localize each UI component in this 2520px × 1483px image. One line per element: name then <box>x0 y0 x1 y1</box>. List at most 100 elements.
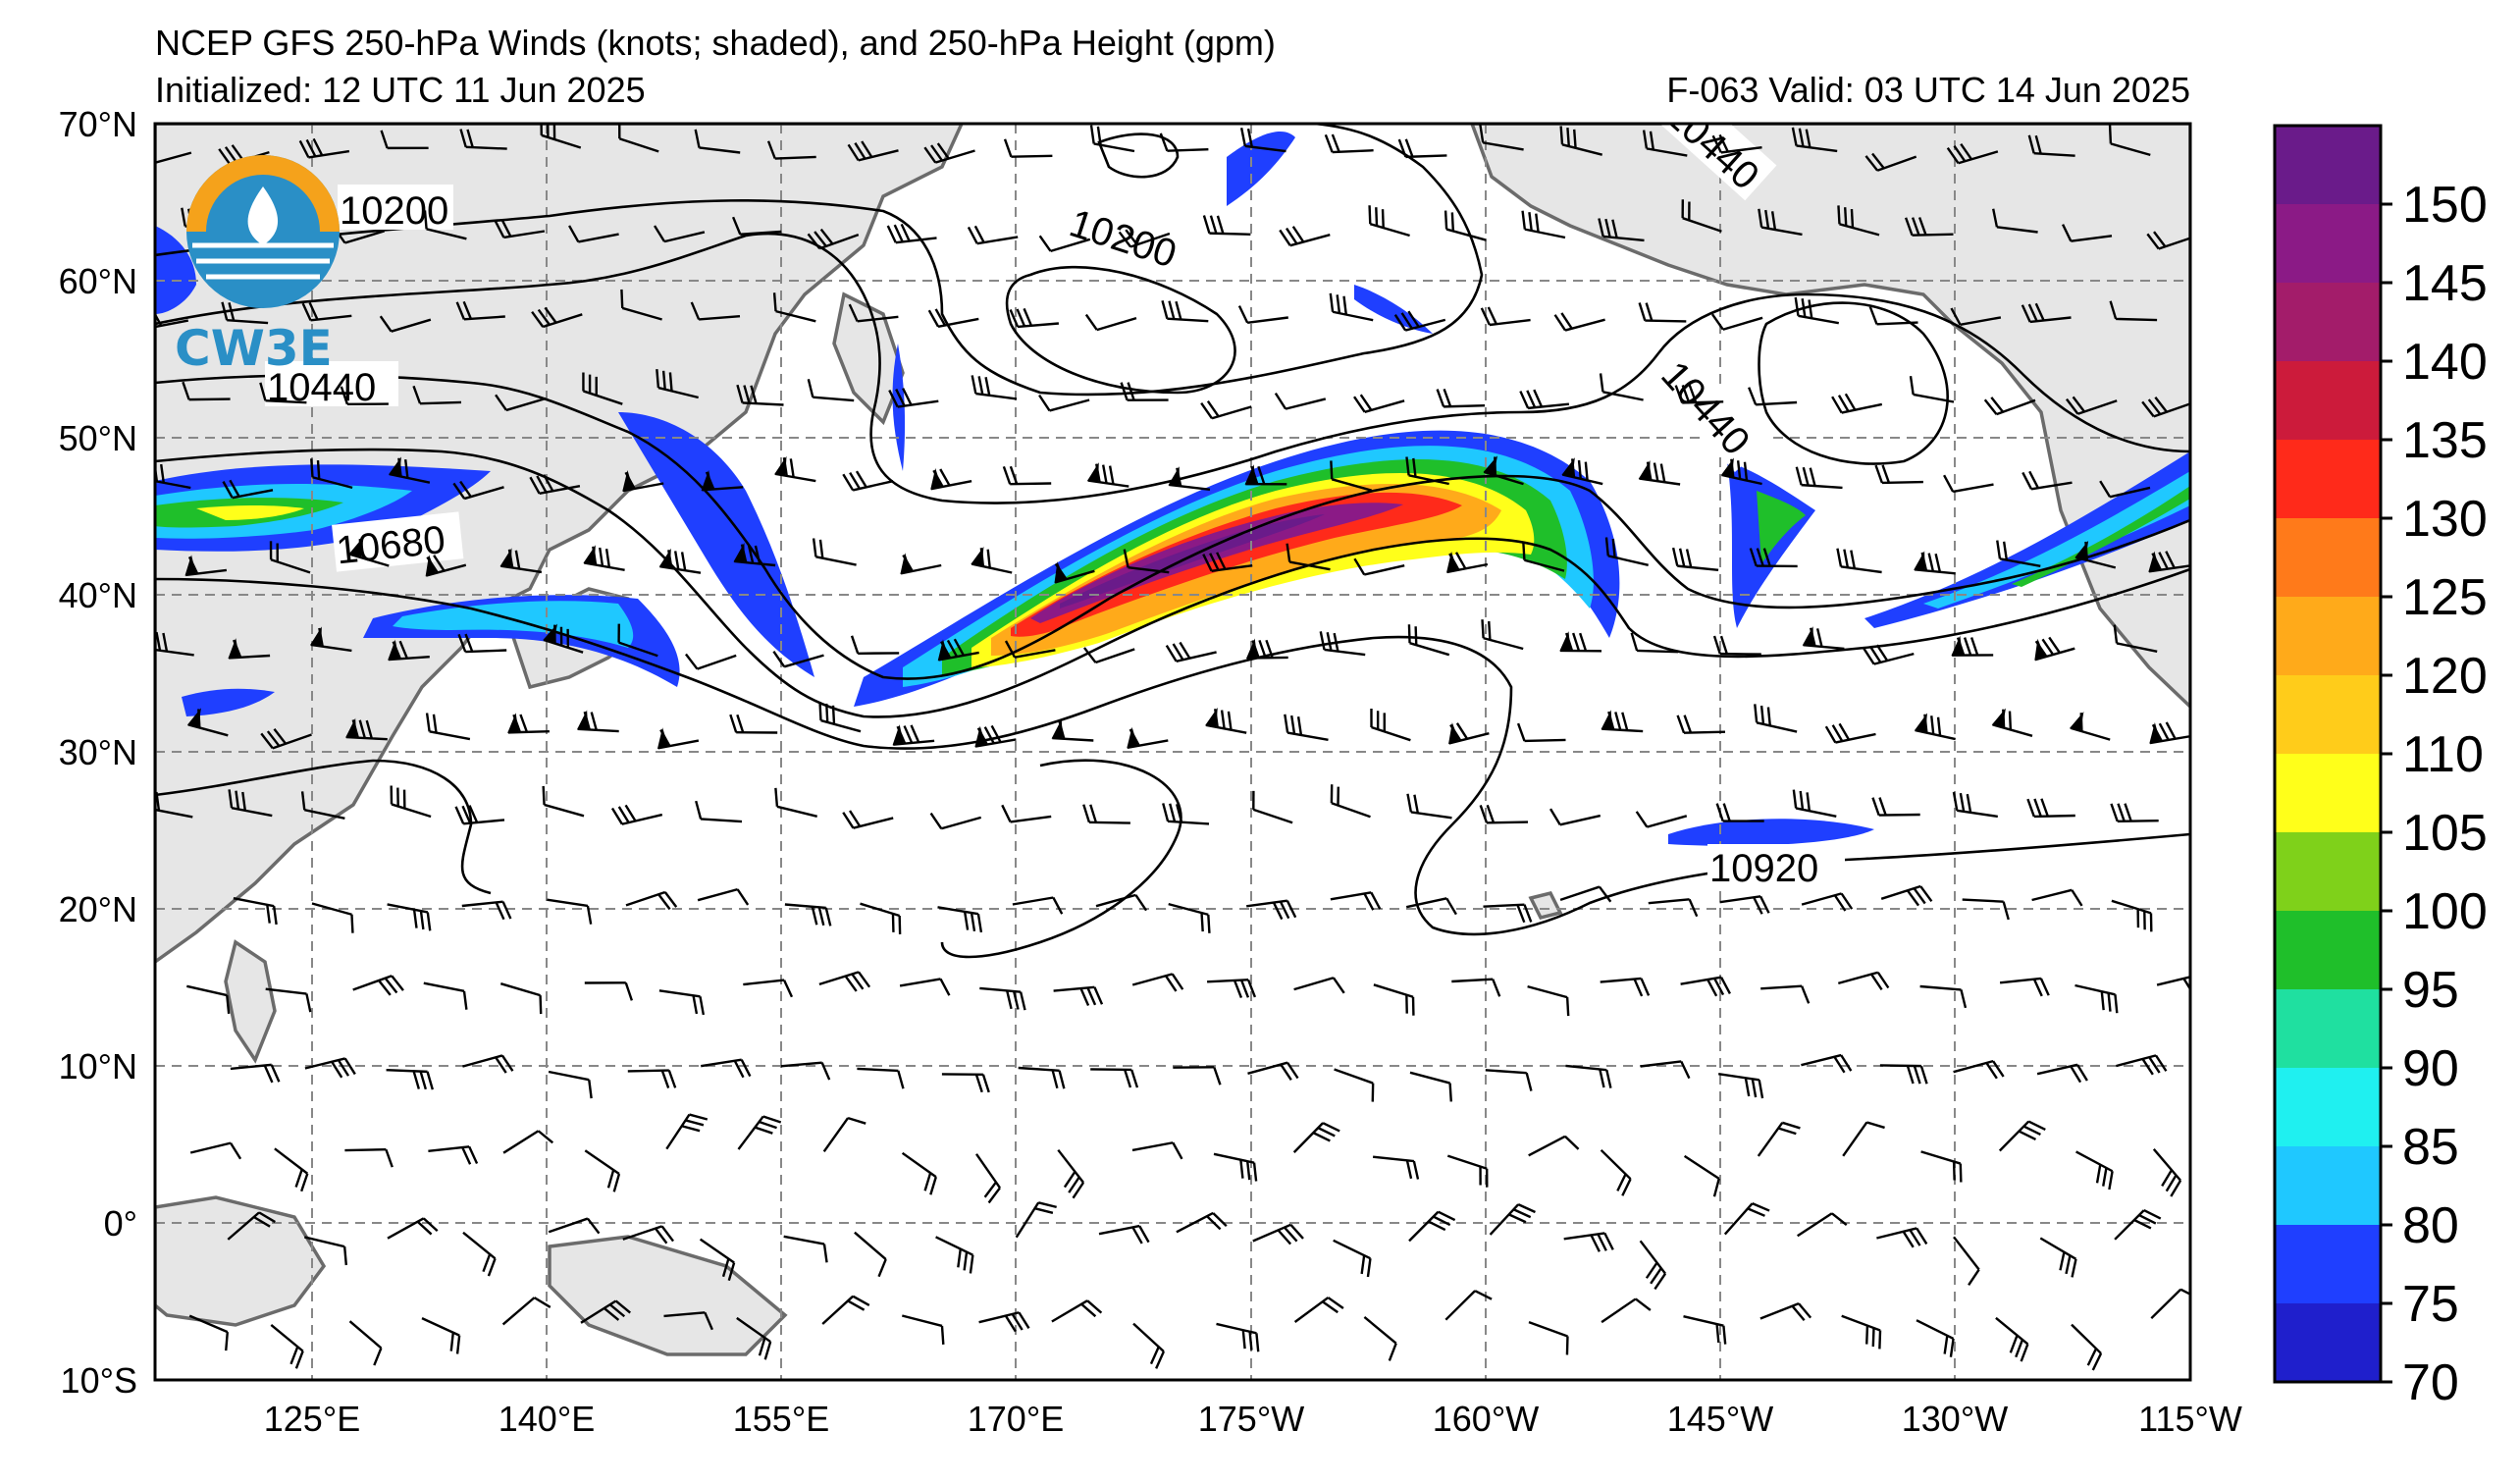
wind-barb <box>1038 235 1091 253</box>
wind-barb <box>854 1231 887 1278</box>
wind-barb <box>462 1054 514 1074</box>
wind-barb <box>1559 126 1602 156</box>
droplet-icon <box>247 186 279 245</box>
wind-barb <box>1393 310 1446 332</box>
wind-barb <box>501 1297 551 1326</box>
wind-barb <box>1436 388 1486 408</box>
wind-barb <box>699 1238 736 1282</box>
wind-barb <box>1794 296 1840 325</box>
wind-barb <box>345 717 388 741</box>
wind-barb <box>1405 897 1457 916</box>
wind-barb <box>455 300 505 321</box>
wind-barb <box>1640 1060 1691 1080</box>
wind-barb <box>729 714 778 734</box>
wind-barb <box>1051 1299 1103 1323</box>
wind-barb <box>1718 1073 1764 1099</box>
wind-barb <box>1757 1121 1801 1157</box>
wind-barb <box>1754 704 1798 733</box>
wind-barb <box>155 308 189 330</box>
wind-barb <box>1600 1148 1632 1196</box>
wind-barb <box>1292 1122 1340 1153</box>
wind-barb <box>1239 127 1286 153</box>
wind-barb <box>1914 713 1956 741</box>
wind-barb <box>1363 1315 1397 1361</box>
lon-label: 115°W <box>2138 1399 2242 1439</box>
wind-barb <box>547 898 593 925</box>
wind-barb <box>1600 977 1651 997</box>
wind-barb <box>1446 1154 1489 1188</box>
wind-barb <box>344 1148 394 1168</box>
wind-barb <box>1837 971 1890 991</box>
wind-barb <box>1991 708 2033 737</box>
wind-barb <box>656 727 700 750</box>
wind-barb <box>807 379 855 402</box>
wind-barb <box>1680 976 1731 997</box>
wind-barb <box>927 308 979 328</box>
lat-label: 10°N <box>59 1046 137 1086</box>
wind-barb <box>309 626 352 653</box>
wind-barb <box>228 789 273 818</box>
wind-barb <box>2070 712 2111 741</box>
wind-barb <box>1485 1069 1533 1091</box>
wind-barb <box>542 785 585 818</box>
wind-barb <box>2109 300 2158 322</box>
lat-label: 20°N <box>59 889 137 929</box>
wind-barb <box>848 303 899 323</box>
wind-barb <box>311 902 354 933</box>
wind-barb <box>930 468 972 491</box>
wind-barb <box>583 545 625 571</box>
wind-barb <box>620 289 662 321</box>
wind-barb <box>576 710 619 733</box>
wind-barb <box>1863 644 1915 665</box>
wind-barb <box>1246 899 1297 921</box>
wind-barb <box>1038 394 1090 412</box>
wind-barb <box>1293 1297 1344 1323</box>
wind-barb <box>685 653 737 670</box>
wind-barb <box>580 1299 631 1324</box>
wind-barb <box>218 144 270 166</box>
colorbar-swatch <box>2275 911 2381 990</box>
wind-barb <box>1674 384 1724 404</box>
wind-barb <box>1083 647 1135 664</box>
wind-barb <box>1802 626 1845 651</box>
wind-barb <box>1131 1141 1183 1160</box>
wind-barb <box>899 978 951 996</box>
wind-barb <box>221 301 269 325</box>
wind-barb <box>233 897 278 926</box>
wind-barb <box>1715 803 1764 822</box>
wind-barb <box>423 981 468 1010</box>
wind-barb <box>584 981 633 1001</box>
wind-barb <box>617 623 658 658</box>
wind-barb <box>155 151 192 165</box>
colorbar-swatch <box>2275 675 2381 755</box>
wind-barb <box>1630 632 1679 654</box>
wind-barb <box>1165 641 1217 662</box>
lat-label: 0° <box>104 1203 137 1244</box>
wind-barb <box>784 903 832 927</box>
wind-barb <box>1760 984 1811 1004</box>
wind-barb <box>1161 299 1209 323</box>
wind-barb <box>1244 464 1287 486</box>
colorbar-swatch <box>2275 1068 2381 1147</box>
wind-barb <box>1598 218 1645 242</box>
lon-label: 140°E <box>499 1399 595 1439</box>
wind-barb <box>736 1316 772 1360</box>
chart-title: NCEP GFS 250-hPa Winds (knots; shaded), … <box>155 23 1276 63</box>
wind-barb <box>182 381 231 401</box>
colorbar-label: 80 <box>2402 1197 2459 1254</box>
wind-barb <box>1444 210 1487 241</box>
colorbar-label: 125 <box>2402 569 2488 626</box>
wind-barb <box>425 555 467 577</box>
wind-barb <box>2156 974 2190 995</box>
wind-barb <box>274 1147 309 1192</box>
wind-barb <box>2031 888 2083 907</box>
wind-barb <box>348 537 390 567</box>
wind-barb <box>462 1231 497 1277</box>
colorbar-label: 75 <box>2402 1276 2459 1333</box>
wind-barb <box>499 982 543 1015</box>
wind-barb <box>1207 979 1257 999</box>
wind-barb <box>857 1067 905 1089</box>
wind-barb <box>390 785 432 819</box>
wind-barb <box>2066 396 2118 415</box>
wind-barb <box>1842 1121 1885 1157</box>
